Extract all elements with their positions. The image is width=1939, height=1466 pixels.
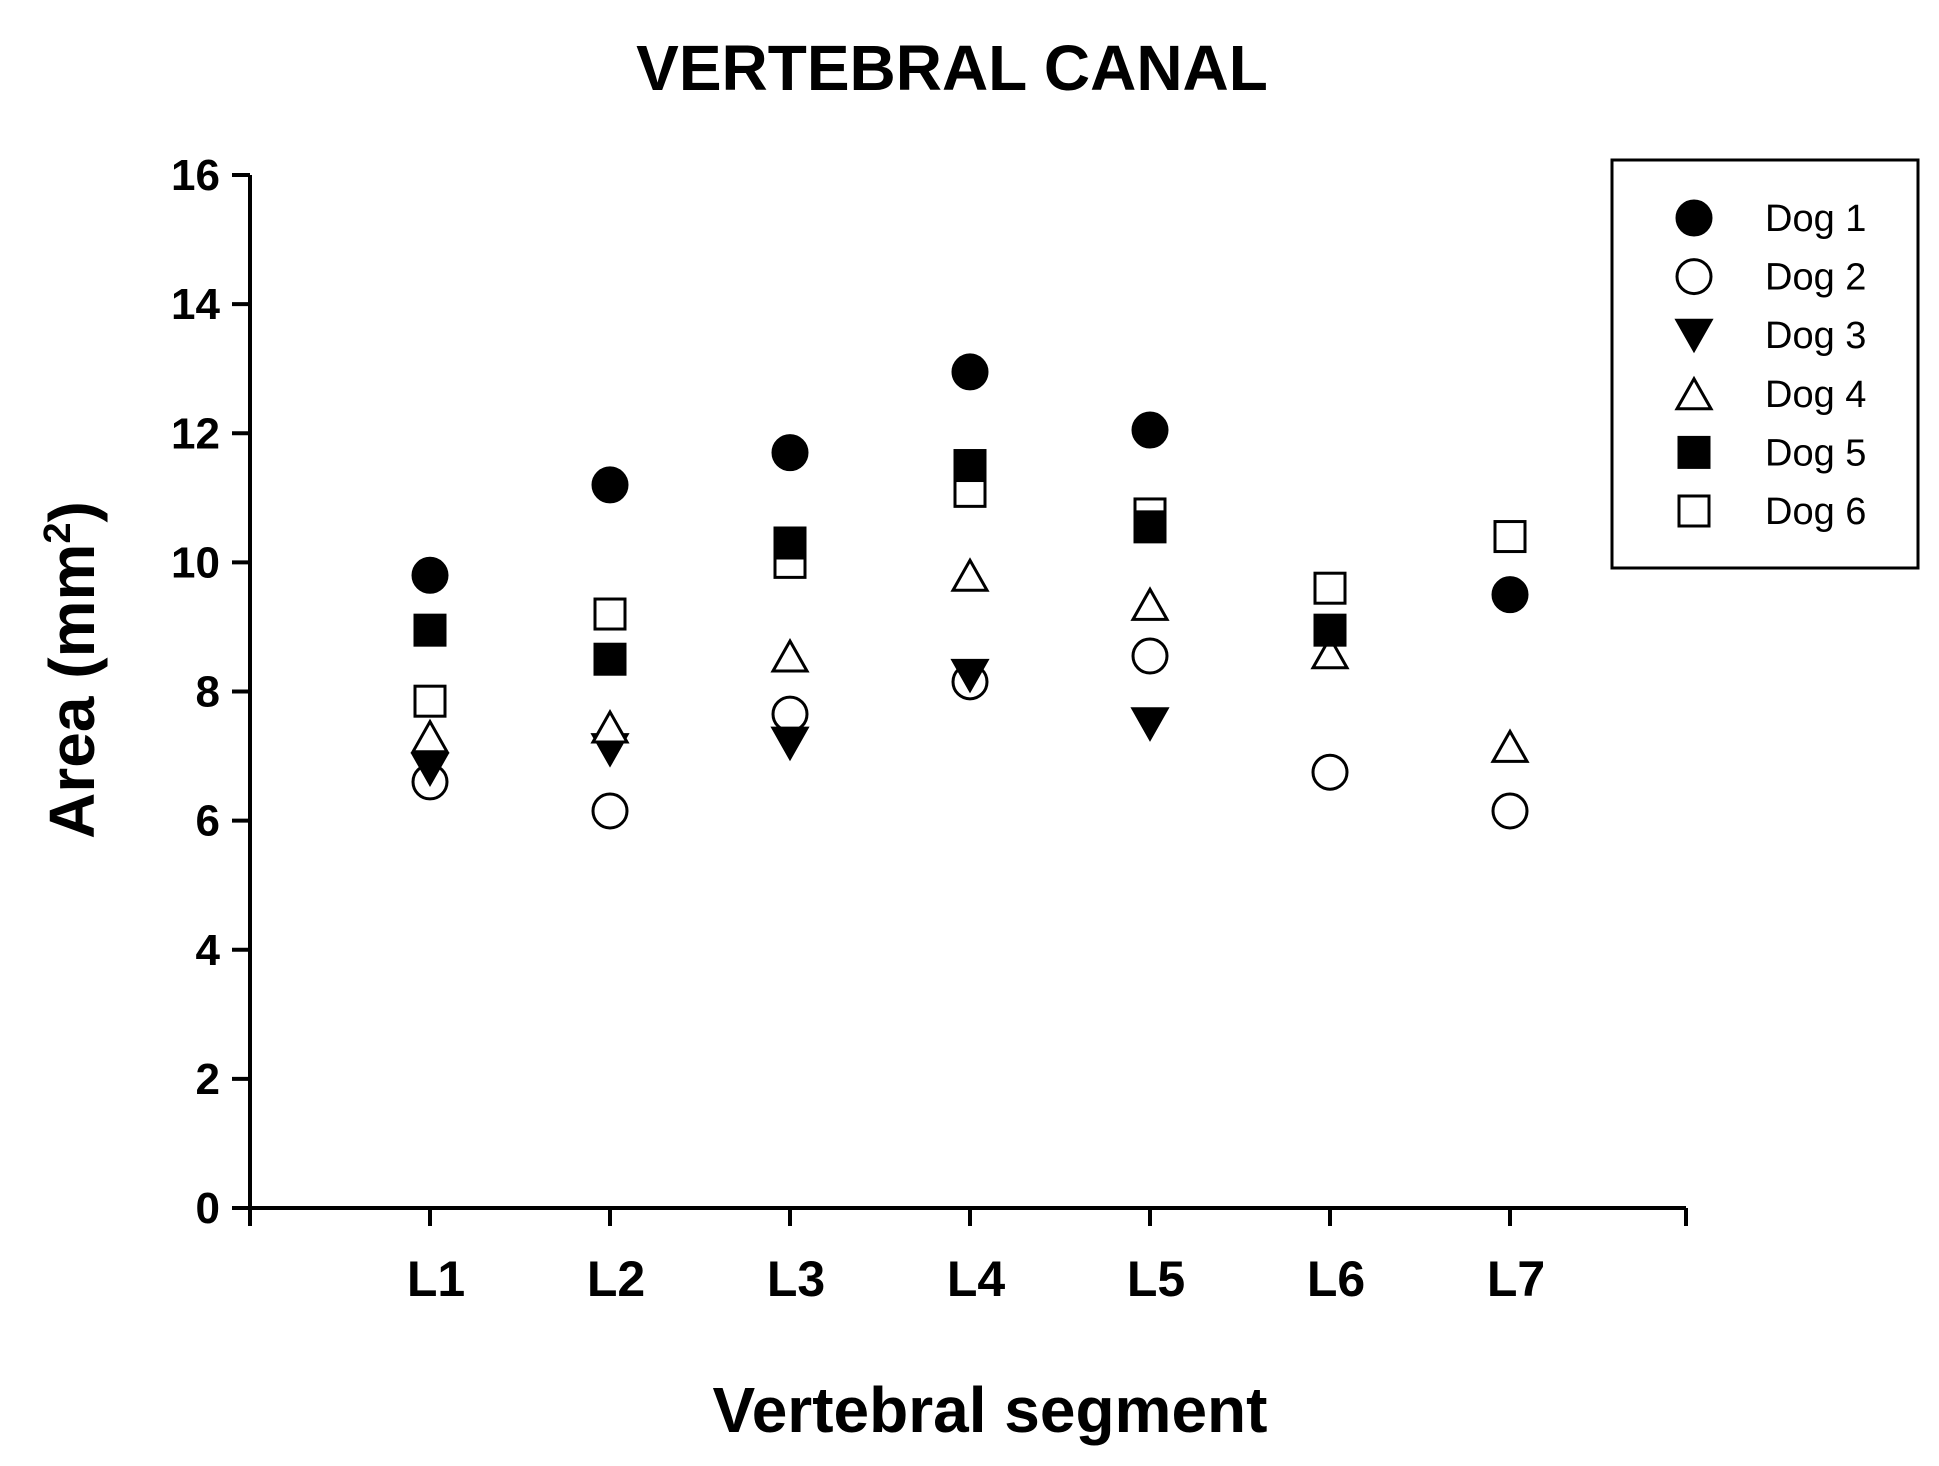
- series-dog-5: [413, 449, 1347, 676]
- data-point: [951, 353, 989, 391]
- data-point: [1491, 792, 1529, 830]
- series-dog-1: [411, 353, 1529, 614]
- x-tick-label: L7: [1487, 1251, 1545, 1307]
- legend-item: Dog 5: [1677, 432, 1866, 474]
- data-point: [1130, 707, 1170, 742]
- chart-title: VERTEBRAL CANAL: [636, 32, 1268, 104]
- y-axis-label-sup: 2: [37, 522, 79, 543]
- legend-marker: [1674, 375, 1714, 411]
- data-point: [771, 434, 809, 472]
- legend-item: Dog 3: [1674, 315, 1866, 357]
- legend-marker: [1675, 199, 1713, 237]
- x-tick-label: L3: [767, 1251, 825, 1307]
- legend-marker: [1677, 435, 1711, 469]
- data-point: [593, 597, 627, 631]
- data-point: [953, 449, 987, 483]
- data-point: [1313, 571, 1347, 605]
- y-tick-label: 16: [171, 151, 220, 200]
- legend-label: Dog 4: [1765, 374, 1866, 416]
- data-point: [950, 557, 990, 592]
- data-point: [771, 695, 809, 733]
- y-tick-label: 10: [171, 538, 220, 587]
- legend-label: Dog 5: [1765, 432, 1866, 474]
- legend-label: Dog 3: [1765, 315, 1866, 357]
- data-point: [590, 708, 630, 744]
- legend-marker: [1675, 258, 1713, 296]
- data-point: [1133, 510, 1167, 544]
- data-point: [1491, 576, 1529, 614]
- legend-marker: [1674, 318, 1714, 354]
- y-tick-label: 8: [196, 668, 220, 717]
- legend-item: Dog 4: [1674, 374, 1866, 416]
- data-point: [411, 556, 449, 594]
- data-point: [591, 792, 629, 830]
- x-tick-label: L6: [1307, 1251, 1365, 1307]
- y-axis-label-close: ): [36, 501, 108, 522]
- data-point: [413, 684, 447, 718]
- legend-item: Dog 1: [1675, 198, 1866, 240]
- data-point: [1313, 613, 1347, 647]
- data-point: [593, 642, 627, 676]
- data-point: [1130, 586, 1170, 621]
- data-point: [413, 613, 447, 647]
- x-tick-label: L5: [1127, 1251, 1185, 1307]
- legend-marker: [1677, 494, 1711, 528]
- x-tick-label: L1: [407, 1251, 465, 1307]
- legend-item: Dog 6: [1677, 491, 1866, 533]
- series-dog-3: [410, 658, 1170, 788]
- y-axis-label-main: Area (mm: [36, 544, 108, 839]
- data-point: [410, 752, 450, 788]
- data-point: [1131, 411, 1169, 449]
- y-axis-label: Area (mm2): [36, 501, 108, 839]
- y-tick-label: 4: [196, 926, 221, 975]
- y-tick-label: 2: [196, 1055, 220, 1104]
- x-tick-label: L4: [947, 1251, 1006, 1307]
- axes: [248, 175, 1688, 1226]
- data-point: [1493, 520, 1527, 554]
- data-point: [770, 637, 810, 673]
- data-point: [1131, 637, 1169, 675]
- y-tick-label: 0: [196, 1184, 220, 1233]
- legend-item: Dog 2: [1675, 257, 1866, 299]
- legend-label: Dog 2: [1765, 257, 1866, 299]
- data-point: [950, 658, 990, 694]
- data-point: [410, 718, 450, 754]
- data-point: [1490, 728, 1530, 763]
- legend-label: Dog 1: [1765, 198, 1866, 240]
- data-point: [1311, 753, 1349, 791]
- data-point: [1310, 634, 1350, 670]
- y-ticks: 0 2 4 6 8 10 12 14 16: [171, 151, 250, 1233]
- data-point: [773, 526, 807, 560]
- series-dog-4: [410, 557, 1530, 763]
- x-tick-label: L2: [587, 1251, 645, 1307]
- y-tick-label: 14: [171, 280, 220, 329]
- legend-box: [1610, 158, 1920, 570]
- y-tick-label: 6: [196, 797, 220, 846]
- legend: Dog 1 Dog 2 Dog 3 Dog 4 Dog 5 Dog 6: [1610, 158, 1920, 570]
- data-point: [770, 726, 810, 762]
- legend-label: Dog 6: [1765, 491, 1866, 533]
- data-points: [410, 353, 1530, 830]
- data-point: [591, 466, 629, 504]
- y-tick-label: 12: [171, 409, 220, 458]
- x-axis-label: Vertebral segment: [713, 1374, 1268, 1446]
- x-ticks: L1 L2 L3 L4 L5 L6 L7: [407, 1208, 1545, 1307]
